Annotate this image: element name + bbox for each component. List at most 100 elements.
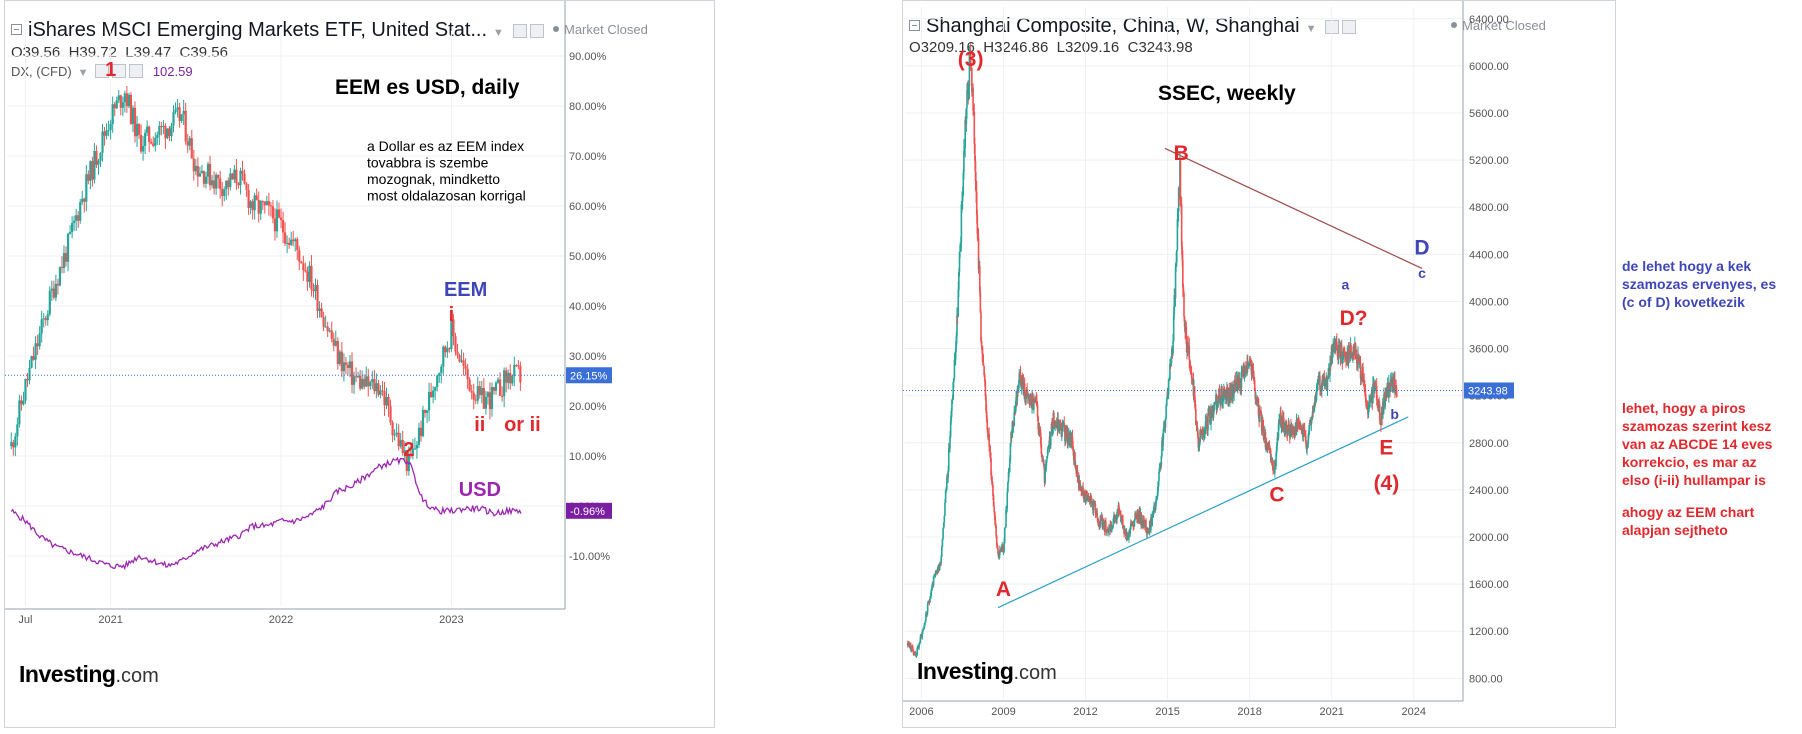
eem-candle: [115, 100, 118, 109]
ssec-candle: [1277, 423, 1280, 438]
eem-candle: [190, 138, 193, 159]
eem-candle: [133, 107, 137, 137]
ssec-candle: [1008, 459, 1011, 472]
overlay-value: 102.59: [152, 64, 193, 79]
ssec-candle: [1195, 409, 1197, 425]
wave-label: 2: [403, 439, 414, 461]
ssec-candle: [950, 410, 953, 421]
eem-candle: [18, 400, 21, 425]
eem-candle: [247, 190, 250, 208]
ssec-candle: [1140, 512, 1142, 526]
eem-candle: [385, 397, 388, 406]
ssec-candle: [1145, 520, 1147, 533]
ssec-candle: [995, 525, 997, 536]
ssec-candle: [1097, 517, 1099, 523]
eem-candle: [62, 252, 66, 268]
ssec-candle: [1091, 502, 1094, 505]
eem-candle: [265, 201, 268, 206]
ssec-candle: [921, 631, 924, 638]
gear-icon[interactable]: [1342, 20, 1357, 34]
ssec-candle: [1096, 513, 1099, 518]
ssec-candle: [1039, 426, 1041, 433]
ssec-candle: [951, 400, 953, 411]
collapse-icon[interactable]: [11, 24, 22, 35]
ssec-chart-svg[interactable]: 6400.00 6000.00 5600.00 5200.00 4800.00 4400.…: [903, 1, 1617, 729]
eem-candle: [206, 163, 210, 177]
ssec-candle: [1209, 409, 1211, 423]
settings-icon[interactable]: [112, 64, 127, 78]
chevron-down-icon[interactable]: ▼: [493, 27, 504, 39]
ssec-candle: [1298, 418, 1300, 426]
eem-candle: [448, 348, 451, 350]
overlay-legend[interactable]: DX, (CFD) ▼ 102.59: [11, 64, 193, 79]
eem-candle: [381, 390, 384, 392]
annotation-note-line: most oldalazosan korrigal: [367, 188, 526, 204]
annotation-note-line: mozognak, mindketto: [367, 171, 500, 187]
wave-label: E: [1379, 437, 1393, 460]
eem-chart-svg[interactable]: 90.00% 80.00% 70.00% 60.00% 50.00% 40.00% 30.0…: [5, 1, 716, 729]
ssec-candle: [918, 643, 920, 648]
ssec-candle: [1072, 446, 1074, 452]
ssec-candle: [931, 583, 934, 588]
ssec-candle: [1352, 351, 1354, 356]
ssec-candle: [1025, 389, 1028, 398]
ssec-candle: [1261, 420, 1264, 432]
close-icon[interactable]: [129, 64, 144, 78]
market-status-text: Market Closed: [564, 22, 648, 37]
ssec-candle: [1084, 491, 1086, 494]
ssec-candle: [1037, 416, 1039, 430]
ssec-candle: [935, 571, 937, 573]
eem-candle: [296, 239, 299, 251]
ssec-candle: [1330, 352, 1333, 365]
eem-candle: [507, 372, 510, 383]
ssec-candle: [1251, 366, 1253, 376]
eye-icon[interactable]: [95, 64, 110, 78]
collapse-icon[interactable]: [909, 20, 920, 31]
ssec-candle: [1116, 511, 1118, 520]
eem-candle: [139, 134, 143, 152]
eem-candle: [249, 201, 252, 208]
eem-candle: [419, 427, 423, 437]
ssec-candle: [1118, 505, 1120, 513]
eem-candle: [332, 338, 335, 346]
ssec-candle: [984, 381, 987, 396]
ssec-candle: [1080, 487, 1083, 492]
eem-candle: [117, 95, 120, 101]
open-value: 3209.16: [920, 39, 975, 56]
ssec-candle: [1292, 429, 1294, 433]
ssec-candle: [1053, 413, 1055, 427]
ssec-candle: [1199, 429, 1202, 435]
eem-candle: [336, 340, 339, 364]
ssec-candle: [1130, 523, 1133, 525]
ssec-candle: [1364, 388, 1367, 398]
eem-candle: [300, 261, 303, 264]
ssec-candle: [1061, 424, 1064, 432]
ssec-candle: [1103, 520, 1105, 530]
ssec-candle: [929, 598, 931, 603]
ssec-candle: [958, 251, 961, 272]
ssec-candle: [1347, 345, 1350, 364]
eem-candle: [87, 174, 90, 181]
ssec-candle: [1309, 422, 1311, 424]
ssec-candle: [1099, 515, 1102, 525]
ssec-candle: [1040, 443, 1043, 454]
close-value: 39.56: [190, 44, 228, 61]
ssec-candle: [926, 612, 928, 615]
chevron-down-icon[interactable]: ▼: [1305, 23, 1317, 35]
ssec-candle: [1089, 496, 1092, 504]
ssec-candle: [915, 654, 918, 657]
chevron-down-icon[interactable]: ▼: [77, 67, 89, 79]
ssec-candle: [1319, 375, 1321, 390]
ssec-candle: [963, 148, 966, 151]
ssec-candle: [986, 418, 989, 430]
ssec-candle: [1280, 412, 1282, 428]
ssec-candle: [1189, 364, 1192, 372]
eem-candle: [54, 283, 57, 298]
logo-text: Investing: [917, 658, 1014, 684]
gear-icon[interactable]: [529, 24, 544, 38]
eem-candle: [288, 242, 291, 246]
ssec-candle: [941, 538, 944, 547]
ssec-candle: [1331, 350, 1334, 357]
settings-icon[interactable]: [512, 24, 527, 38]
ssec-candle: [997, 548, 999, 554]
